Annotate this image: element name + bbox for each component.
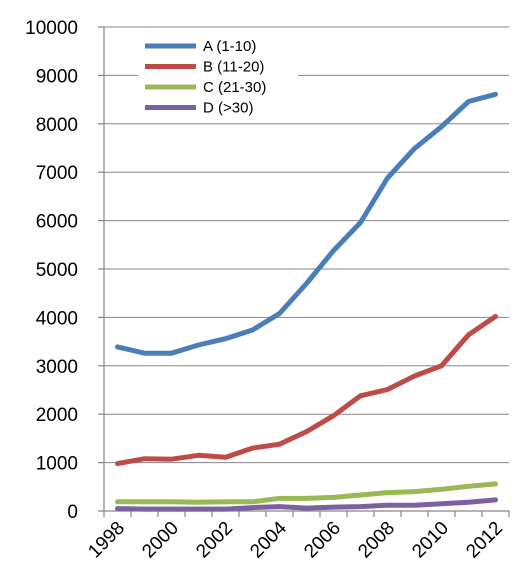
x-tick-label: 2012 <box>462 518 507 563</box>
legend-label: C (21-30) <box>203 79 266 96</box>
x-tick-label: 2000 <box>138 518 183 563</box>
series-line-4 <box>115 497 498 512</box>
grid-lines <box>104 26 509 464</box>
y-tick-label: 9000 <box>36 66 78 87</box>
y-tick-label: 7000 <box>36 163 78 184</box>
legend: A (1-10) B (11-20) C (21-30) D (>30) <box>138 33 298 121</box>
y-tick-label: 1000 <box>36 454 78 475</box>
series-line-1 <box>115 91 498 356</box>
y-tick-label: 10000 <box>25 18 78 39</box>
x-tick-label: 1998 <box>84 518 129 563</box>
x-tick-label: 2008 <box>354 518 399 563</box>
x-tick-label: 2002 <box>192 518 237 563</box>
y-tick-label: 6000 <box>36 212 78 233</box>
legend-label: B (11-20) <box>203 59 264 76</box>
y-tick-label: 3000 <box>36 357 78 378</box>
y-tick-label: 8000 <box>36 115 78 136</box>
y-tick-label: 4000 <box>36 308 78 329</box>
x-tick-label: 2004 <box>246 517 291 562</box>
series-line-3 <box>115 481 498 505</box>
legend-label: D (>30) <box>203 100 253 117</box>
y-tick-label: 0 <box>67 502 78 523</box>
y-axis-ticks: 0 1000 2000 3000 4000 5000 6000 7000 8000 9000 100… <box>25 18 104 523</box>
y-tick-label: 5000 <box>36 260 78 281</box>
y-tick-label: 2000 <box>36 405 78 426</box>
legend-label: A (1-10) <box>203 38 256 55</box>
x-tick-label: 2006 <box>300 518 345 563</box>
x-tick-label: 2010 <box>408 518 453 563</box>
series-line-2 <box>115 313 498 467</box>
series-lines <box>115 91 498 512</box>
x-axis-ticks: 1998 2000 2002 2004 2006 2008 2010 2012 <box>84 511 510 563</box>
